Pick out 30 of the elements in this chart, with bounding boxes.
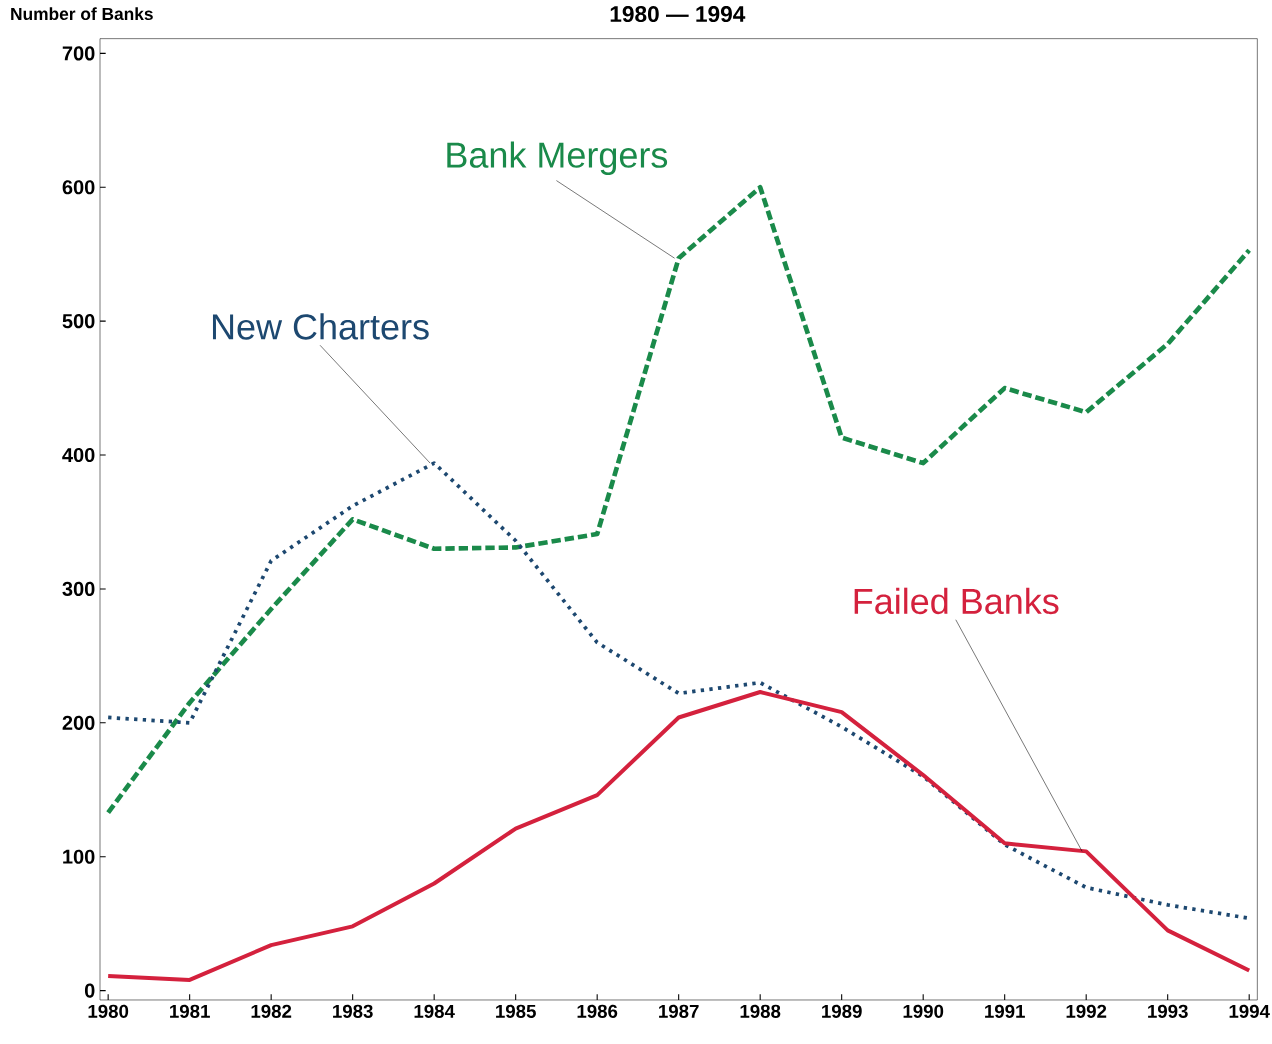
line-series (105, 184, 1252, 815)
x-tick-label: 1987 (659, 1004, 699, 1018)
x-tick-label: 1983 (333, 1004, 373, 1018)
y-tick-label: 600 (62, 180, 95, 195)
x-tick-label: 1994 (1229, 1004, 1270, 1018)
y-tick-label: 300 (62, 581, 95, 597)
chart-title: 1980 — 1994 (610, 6, 746, 23)
x-tick-label: 1992 (1066, 1004, 1107, 1018)
y-tick-label: 100 (63, 849, 95, 864)
line-series (106, 690, 1252, 982)
series-label: Bank Mergers (447, 141, 668, 175)
x-tick-label: 1982 (251, 1004, 292, 1018)
y-axis-title: Number of Banks (11, 7, 153, 21)
x-tick-label: 1986 (577, 1004, 618, 1018)
x-tick-label: 1991 (985, 1004, 1025, 1018)
y-tick-label: 500 (62, 314, 95, 329)
x-tick-label: 1981 (170, 1004, 210, 1018)
text: New Charters (212, 313, 429, 340)
x-tick-label: 1989 (822, 1004, 862, 1018)
x-tick-label: 1984 (414, 1004, 455, 1018)
x-tick-label: 1988 (740, 1004, 781, 1018)
x-tick-label: 1993 (1148, 1004, 1188, 1018)
y-tick-label: 700 (62, 46, 95, 61)
x-tick-label: 1980 (88, 1004, 129, 1018)
x-tick-label: 1985 (496, 1004, 536, 1018)
y-tick-label: 0 (84, 983, 95, 998)
y-tick-label: 400 (62, 447, 95, 463)
text: Failed Banks (854, 587, 1059, 615)
x-tick-label: 1990 (903, 1004, 944, 1018)
y-tick-label: 200 (62, 715, 95, 730)
